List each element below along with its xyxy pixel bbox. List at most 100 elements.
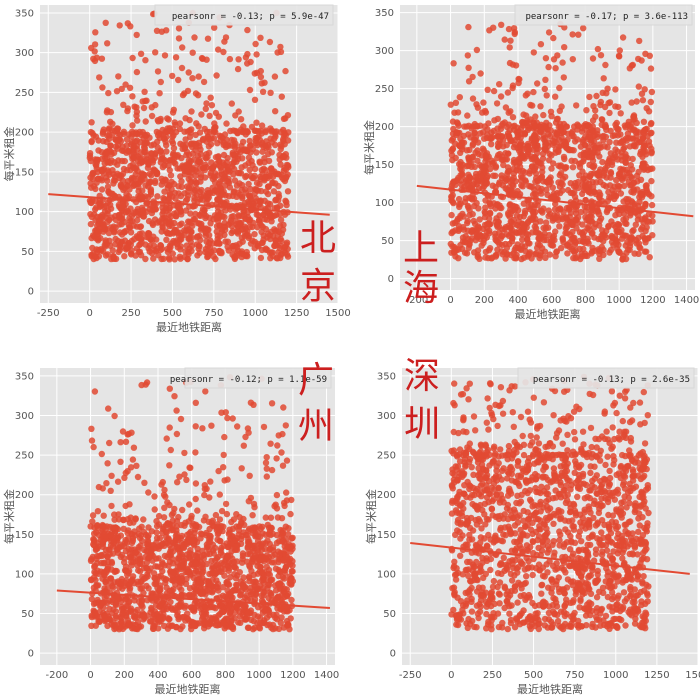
scatter-point [197,150,204,158]
scatter-point [192,399,199,406]
scatter-point [134,625,141,633]
scatter-point [467,134,474,141]
scatter-point [117,439,124,446]
scatter-point [449,156,456,164]
y-tick-label: 200 [15,128,34,139]
scatter-point [169,548,177,555]
scatter-point [270,135,278,143]
scatter-point [215,113,222,120]
scatter-point [233,193,240,200]
scatter-point [220,48,227,56]
scatter-point [447,240,454,248]
scatter-point [222,238,229,245]
scatter-point [286,626,293,633]
scatter-point [598,232,605,239]
scatter-point [208,615,216,622]
scatter-point [114,145,121,152]
scatter-point [104,218,111,226]
scatter-point [257,203,264,210]
legend-box [184,367,332,389]
scatter-point [253,51,260,58]
y-tick-label: 100 [15,207,34,218]
scatter-point [237,592,244,599]
scatter-point [169,72,176,80]
scatter-point [525,198,532,205]
scatter-point [602,133,610,141]
x-tick-label: 200 [115,670,134,681]
scatter-point [614,156,621,163]
scatter-point [112,224,119,231]
scatter-point [473,46,481,54]
scatter-point [224,587,231,594]
scatter-point [545,29,553,36]
scatter-point [261,155,268,162]
scatter-point [450,60,457,67]
scatter-point [506,44,513,51]
y-tick-label: 50 [21,609,34,620]
scatter-point [282,551,289,559]
scatter-point [104,40,111,47]
scatter-point [588,153,595,161]
scatter-point [452,99,460,107]
scatter-point [95,175,102,182]
scatter-point [584,252,591,259]
scatter-point [127,229,135,236]
scatter-point [224,243,231,250]
scatter-point [263,465,270,472]
scatter-point [188,141,195,148]
scatter-point [579,190,586,198]
scatter-point [91,57,99,65]
scatter-point [93,159,100,167]
scatter-point [248,157,255,165]
scatter-point [258,228,265,236]
scatter-point [221,433,228,441]
scatter-point [193,241,201,248]
scatter-point [268,400,276,407]
scatter-point [156,534,164,542]
scatter-point [260,423,268,431]
scatter-point [543,186,550,193]
scatter-point [602,61,609,69]
scatter-point [238,465,245,472]
scatter-point [217,178,224,185]
panel-4: -250025050075010001250150005010015020025… [364,356,700,696]
scatter-point [205,194,212,201]
scatter-point [482,158,489,165]
scatter-point [182,519,189,526]
scatter-point [166,622,173,629]
scatter-point [173,430,181,438]
scatter-point [140,104,148,112]
scatter-point [476,170,483,177]
x-tick-label: -200 [46,670,69,681]
scatter-point [554,115,561,123]
scatter-point [188,108,195,115]
scatter-point [202,228,209,235]
scatter-point [256,159,264,166]
scatter-point [597,98,605,106]
scatter-point [218,133,225,140]
scatter-point [194,602,201,609]
scatter-point [91,608,99,616]
scatter-point [266,621,273,628]
scatter-point [257,254,265,262]
scatter-point [477,70,484,77]
scatter-point [89,512,97,519]
scatter-point [474,104,482,111]
scatter-point [279,527,287,534]
scatter-point [519,221,527,228]
scatter-point [586,173,593,180]
scatter-point [613,176,620,184]
scatter-point [117,578,125,586]
city-label: 京 [300,266,336,307]
scatter-point [494,154,501,162]
scatter-point [87,220,95,228]
scatter-point [481,208,488,216]
scatter-point [210,253,217,260]
scatter-point [278,515,286,522]
scatter-point [183,168,191,175]
scatter-point [246,472,253,479]
scatter-point [451,109,458,116]
scatter-point [104,622,111,630]
scatter-point [511,29,518,36]
